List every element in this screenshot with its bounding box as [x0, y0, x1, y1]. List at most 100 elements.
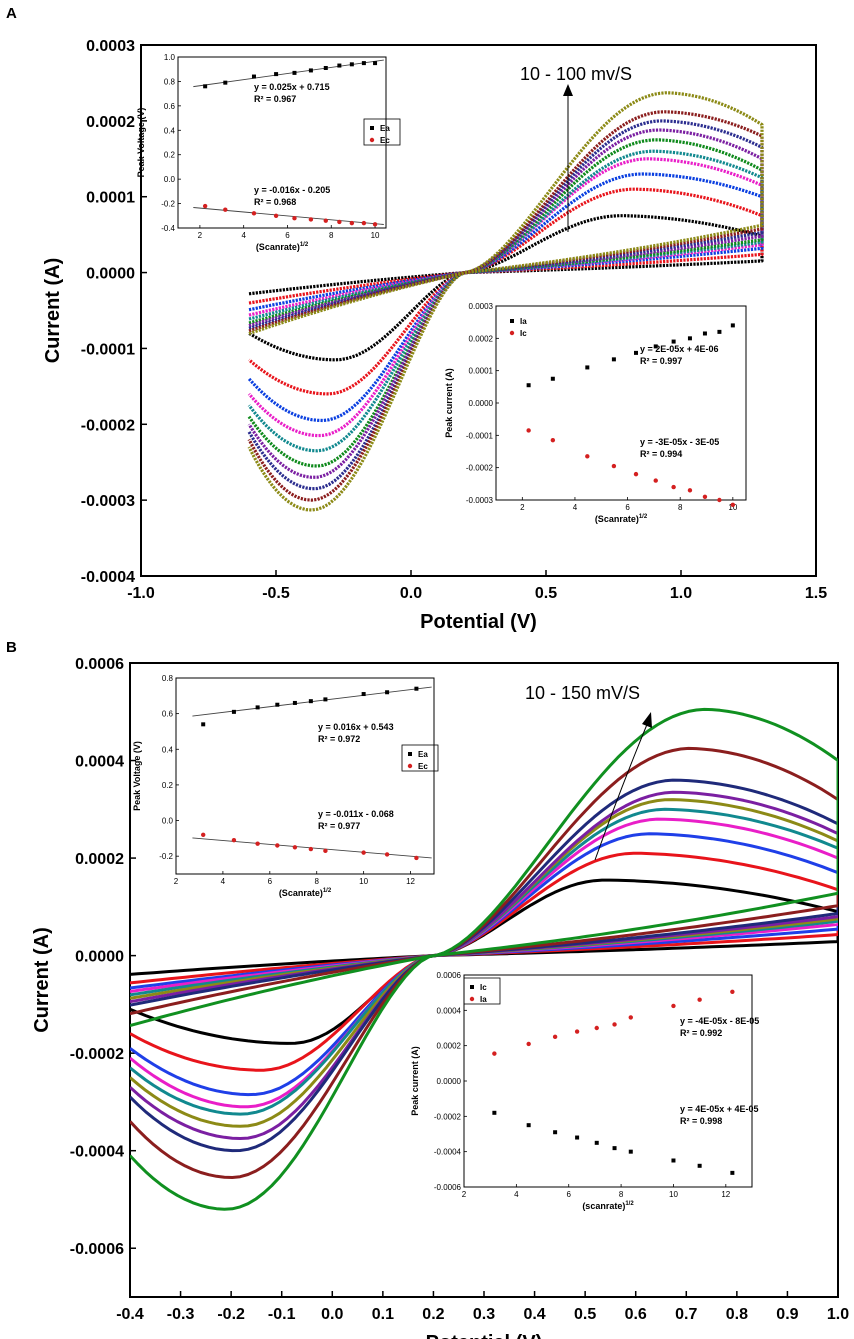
b-inset-current-point-Ia [628, 1015, 633, 1020]
b-inset-current-y-tick-label: 0.0000 [437, 1077, 462, 1086]
b-inset-voltage-point-Ea [308, 699, 313, 704]
b-main-y-tick-label: -0.0006 [70, 1241, 124, 1258]
a-inset-current-x-label-main: (Scanrate) [595, 514, 639, 524]
a-inset-voltage-point-Ec [251, 211, 257, 216]
b-main-cv-line-10 [130, 707, 838, 1211]
b-inset-voltage-point-Ec [255, 841, 260, 846]
a-inset-current-x-tick-label: 2 [520, 503, 525, 512]
panel-b-chart: -0.4 -0.3 -0.2 -0.1 0.0 0.1 0.2 0.3 0.4 0.5 0.6 0.7… [31, 656, 849, 1339]
b-inset-voltage-point-Ec [384, 852, 390, 857]
b-inset-current-x-tick-label: 2 [462, 1190, 467, 1199]
a-inset-current-point-Ic [717, 497, 722, 503]
a-inset-current-legend-label: Ia [520, 317, 527, 326]
b-inset-current-point-Ia [594, 1025, 599, 1031]
a-main-cv-line-10 [247, 91, 764, 512]
b-inset-voltage-legend-label: Ec [418, 762, 428, 771]
b-inset-voltage-x-tick-label: 4 [221, 877, 226, 886]
a-inset-current-equation-Ic: y = -3E-05x - 3E-05 [640, 437, 719, 447]
a-inset-current-equation-Ia: y = 2E-05x + 4E-06 [640, 344, 719, 354]
b-main-y-tick-label: -0.0002 [70, 1046, 124, 1063]
b-inset-voltage-point-Ea [201, 722, 206, 727]
a-inset-current-point-Ic [550, 437, 556, 443]
b-inset-current-x-label-main: (scanrate) [582, 1201, 625, 1211]
a-inset-current-y-tick-label: -0.0003 [466, 496, 494, 505]
a-inset-current-point-Ic [585, 454, 590, 459]
a-inset-voltage-point-Ea [223, 80, 228, 85]
b-inset-voltage-point-Ec [231, 837, 237, 843]
b-inset-voltage-x-tick-label: 6 [268, 877, 273, 886]
b-inset-voltage-x-tick-label: 12 [406, 877, 415, 886]
a-inset-current-x-tick-label: 8 [678, 503, 683, 512]
b-main-x-tick-label: 0.4 [523, 1306, 545, 1323]
a-inset-voltage-point-Ec [202, 203, 208, 209]
b-main-x-tick-label: 0.7 [675, 1306, 697, 1323]
b-inset-current-x-label: (scanrate)1/2 [582, 1201, 634, 1211]
a-main-y-tick-label: -0.0001 [81, 341, 135, 358]
b-main-x-tick-label: -0.4 [116, 1306, 144, 1323]
a-inset-current-frame [495, 305, 747, 501]
b-inset-voltage-point-Ea [231, 709, 236, 714]
panel-b-label: B [6, 639, 17, 656]
b-inset-current-x-tick-label: 8 [619, 1190, 624, 1199]
b-inset-voltage-point-Ea [414, 686, 419, 691]
b-inset-voltage-r2-Ea: R² = 0.972 [318, 734, 360, 744]
a-main-x-tick-label: 1.0 [670, 585, 692, 602]
a-inset-voltage-y-tick-label: 0.8 [164, 77, 176, 86]
b-inset-current-equation-Ic: y = -4E-05x - 8E-05 [680, 1016, 759, 1026]
a-inset-voltage-point-Ea [203, 84, 208, 89]
b-inset-current-x-tick-label: 6 [567, 1190, 572, 1199]
a-inset-current-y-tick-label: -0.0002 [466, 464, 494, 473]
b-inset-voltage-y-tick-label: 0.0 [162, 817, 174, 826]
b-main-x-axis-title: Potential (V) [426, 1332, 543, 1339]
a-inset-current-point-Ia [687, 336, 692, 341]
a-inset-voltage-y-tick-label: 0.2 [164, 151, 176, 160]
a-inset-current-y-label: Peak current (A) [444, 368, 454, 438]
a-main-y-tick-label: 0.0000 [86, 266, 135, 283]
a-main-plot-frame [140, 44, 817, 577]
a-inset-voltage-x-tick-label: 6 [285, 231, 290, 240]
a-inset-current-point-Ic [633, 471, 639, 477]
a-inset-voltage-y-tick-label: 0.6 [164, 102, 176, 111]
b-inset-current-legend-label: Ia [480, 995, 487, 1004]
a-inset-voltage-r2-Ea: R² = 0.967 [254, 94, 296, 104]
a-inset-current-y-tick-label: 0.0002 [469, 334, 494, 343]
a-inset-voltage-frame [177, 56, 387, 229]
b-inset-current-legend-label: Ic [480, 983, 487, 992]
b-inset-current-point-Ia [492, 1051, 497, 1056]
a-inset-voltage-point-Ec [308, 217, 314, 222]
a-inset-current-point-Ia [585, 365, 590, 370]
b-main-x-tick-label: 0.0 [321, 1306, 343, 1323]
b-inset-voltage-frame [175, 677, 435, 875]
a-inset-voltage-x-tick-label: 2 [198, 231, 203, 240]
a-main-cv-line-5 [247, 149, 764, 453]
b-inset-current-point-Ic [575, 1135, 580, 1140]
a-inset-voltage-x-tick-label: 4 [241, 231, 246, 240]
panel-a-label: A [6, 5, 17, 22]
a-inset-current-point-Ic [611, 463, 617, 469]
b-inset-current-point-Ic [492, 1110, 497, 1115]
b-inset-current-y-tick-label: 0.0002 [437, 1042, 462, 1051]
a-main-y-tick-label: -0.0004 [81, 569, 135, 586]
a-main-cv-line-3 [247, 172, 764, 423]
a-inset-current-x-label: (Scanrate)1/2 [595, 514, 648, 524]
a-main-y-tick-label: -0.0002 [81, 417, 135, 434]
b-annotation-arrowhead [642, 712, 652, 728]
b-main-x-tick-label: 0.9 [776, 1306, 798, 1323]
b-main-x-tick-label: 0.8 [726, 1306, 748, 1323]
a-inset-voltage-y-tick-label: -0.2 [161, 200, 175, 209]
b-inset-current-point-Ic [553, 1130, 558, 1135]
a-main-series-group [247, 91, 764, 512]
a-inset-current-point-Ia [730, 323, 735, 328]
b-main-x-tick-label: -0.2 [217, 1306, 245, 1323]
a-inset-voltage-legend-marker [370, 126, 374, 130]
a-inset-voltage-r2-Ec: R² = 0.968 [254, 197, 296, 207]
a-inset-voltage-x-tick-label: 10 [371, 231, 380, 240]
a-main-y-tick-label: 0.0003 [86, 38, 135, 55]
a-main-x-tick-label: 0.5 [535, 585, 557, 602]
b-inset-current-x-tick-label: 12 [721, 1190, 730, 1199]
b-inset-current-point-Ic [697, 1163, 702, 1168]
a-inset-current-point-Ic [730, 502, 736, 508]
a-inset-voltage-y-tick-label: 0.0 [164, 175, 176, 184]
b-main-x-tick-label: 0.1 [372, 1306, 394, 1323]
b-inset-voltage-equation-Ea: y = 0.016x + 0.543 [318, 722, 394, 732]
